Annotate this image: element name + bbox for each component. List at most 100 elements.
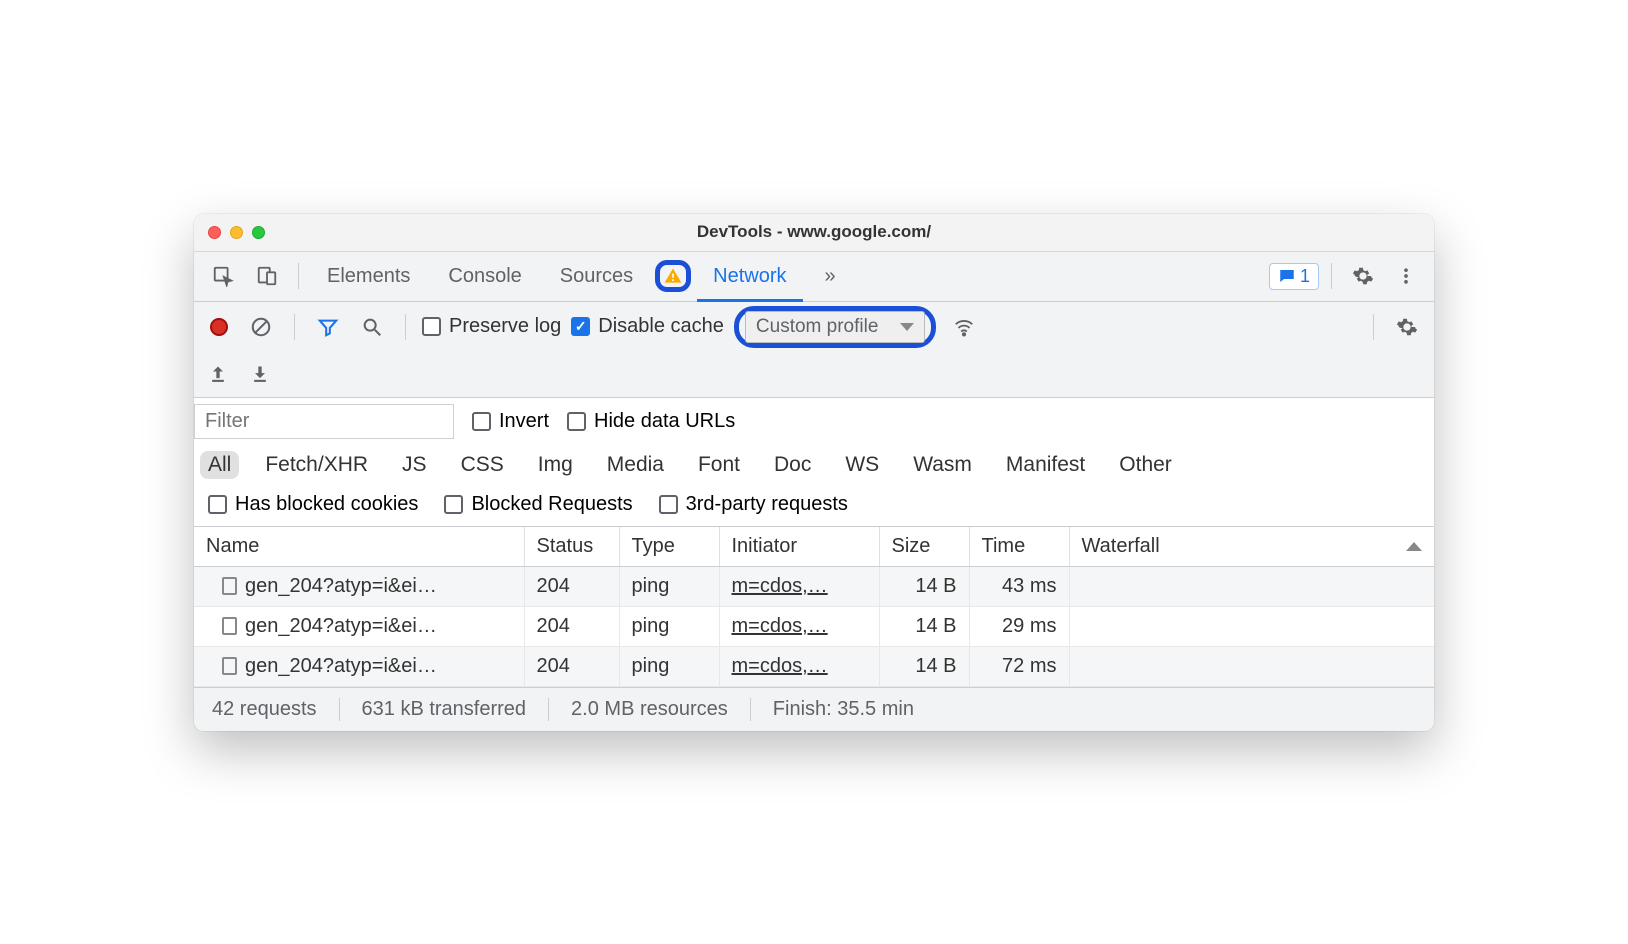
status-requests: 42 requests [212,698,340,721]
chip-font[interactable]: Font [690,451,748,479]
issues-count: 1 [1300,266,1310,287]
table-row[interactable]: gen_204?atyp=i&ei…204pingm=cdos,…14 B43 … [194,566,1434,606]
col-time[interactable]: Time [969,527,1069,567]
table-row[interactable]: gen_204?atyp=i&ei…204pingm=cdos,…14 B29 … [194,606,1434,646]
preserve-log-label: Preserve log [449,315,561,338]
filter-icon[interactable] [311,312,345,342]
chip-other[interactable]: Other [1111,451,1180,479]
cell-name: gen_204?atyp=i&ei… [194,606,524,646]
record-button[interactable] [204,314,234,340]
preserve-log-checkbox[interactable]: Preserve log [422,315,561,338]
cell-size: 14 B [879,606,969,646]
col-type[interactable]: Type [619,527,719,567]
search-icon[interactable] [355,312,389,342]
throttle-select[interactable]: Custom profile [745,311,926,343]
network-settings-icon[interactable] [1390,312,1424,342]
disable-cache-checkbox[interactable]: ✓ Disable cache [571,315,724,338]
type-filter-row: All Fetch/XHR JS CSS Img Media Font Doc … [194,445,1434,485]
invert-label: Invert [499,410,549,433]
chip-js[interactable]: JS [394,451,435,479]
chip-css[interactable]: CSS [453,451,512,479]
har-toolbar [194,352,1434,398]
inspect-icon[interactable] [204,259,242,293]
device-toggle-icon[interactable] [248,259,286,293]
throttle-value: Custom profile [756,316,879,338]
tab-console[interactable]: Console [432,252,537,301]
tab-network[interactable]: Network [697,252,802,301]
cell-name: gen_204?atyp=i&ei… [194,646,524,686]
titlebar: DevTools - www.google.com/ [194,214,1434,252]
divider [294,314,295,340]
file-icon [222,617,237,635]
cell-initiator[interactable]: m=cdos,… [719,646,879,686]
cell-time: 43 ms [969,566,1069,606]
extra-filter-row: Has blocked cookies Blocked Requests 3rd… [194,485,1434,527]
filter-row: Invert Hide data URLs [194,398,1434,445]
cell-status: 204 [524,646,619,686]
chip-all[interactable]: All [200,451,239,479]
table-header-row: Name Status Type Initiator Size Time Wat… [194,527,1434,567]
divider [298,263,299,289]
disable-cache-label: Disable cache [598,315,724,338]
status-bar: 42 requests 631 kB transferred 2.0 MB re… [194,687,1434,731]
filter-input[interactable] [194,404,454,439]
checkbox-icon [659,495,678,514]
tab-sources[interactable]: Sources [544,252,649,301]
main-tabbar: Elements Console Sources Network » 1 [194,252,1434,302]
throttle-highlight: Custom profile [734,306,937,348]
blocked-cookies-checkbox[interactable]: Has blocked cookies [208,493,418,516]
chip-fetch-xhr[interactable]: Fetch/XHR [257,451,376,479]
blocked-requests-label: Blocked Requests [471,493,632,516]
chip-media[interactable]: Media [599,451,672,479]
invert-checkbox[interactable]: Invert [472,410,549,433]
blocked-requests-checkbox[interactable]: Blocked Requests [444,493,632,516]
tabs-overflow[interactable]: » [809,252,852,301]
sort-asc-icon [1406,542,1422,551]
window-title: DevTools - www.google.com/ [194,222,1434,242]
cell-time: 29 ms [969,606,1069,646]
tab-elements[interactable]: Elements [311,252,426,301]
hide-data-label: Hide data URLs [594,410,735,433]
clear-icon[interactable] [244,312,278,342]
requests-table: Name Status Type Initiator Size Time Wat… [194,527,1434,687]
file-icon [222,657,237,675]
cell-waterfall [1069,606,1434,646]
network-conditions-icon[interactable] [946,312,982,342]
cell-time: 72 ms [969,646,1069,686]
col-name[interactable]: Name [194,527,524,567]
upload-icon[interactable] [208,364,228,384]
status-resources: 2.0 MB resources [549,698,751,721]
chip-img[interactable]: Img [530,451,581,479]
devtools-window: DevTools - www.google.com/ Elements Cons… [194,214,1434,731]
chevron-down-icon [900,323,914,331]
cell-name: gen_204?atyp=i&ei… [194,566,524,606]
col-initiator[interactable]: Initiator [719,527,879,567]
third-party-checkbox[interactable]: 3rd-party requests [659,493,848,516]
message-icon [1278,267,1296,285]
checkbox-icon [208,495,227,514]
cell-initiator[interactable]: m=cdos,… [719,606,879,646]
hide-data-urls-checkbox[interactable]: Hide data URLs [567,410,735,433]
table-row[interactable]: gen_204?atyp=i&ei…204pingm=cdos,…14 B72 … [194,646,1434,686]
checkbox-icon: ✓ [571,317,590,336]
col-status[interactable]: Status [524,527,619,567]
more-icon[interactable] [1388,259,1424,293]
issues-badge[interactable]: 1 [1269,263,1319,290]
blocked-cookies-label: Has blocked cookies [235,493,418,516]
col-size[interactable]: Size [879,527,969,567]
settings-icon[interactable] [1344,259,1382,293]
col-waterfall[interactable]: Waterfall [1069,527,1434,567]
chip-wasm[interactable]: Wasm [905,451,980,479]
chip-manifest[interactable]: Manifest [998,451,1093,479]
cell-size: 14 B [879,646,969,686]
status-finish: Finish: 35.5 min [751,698,936,721]
download-icon[interactable] [250,364,270,384]
checkbox-icon [422,317,441,336]
divider [405,314,406,340]
checkbox-icon [472,412,491,431]
network-toolbar: Preserve log ✓ Disable cache Custom prof… [194,302,1434,352]
chip-ws[interactable]: WS [837,451,887,479]
cell-initiator[interactable]: m=cdos,… [719,566,879,606]
chip-doc[interactable]: Doc [766,451,819,479]
cell-waterfall [1069,646,1434,686]
